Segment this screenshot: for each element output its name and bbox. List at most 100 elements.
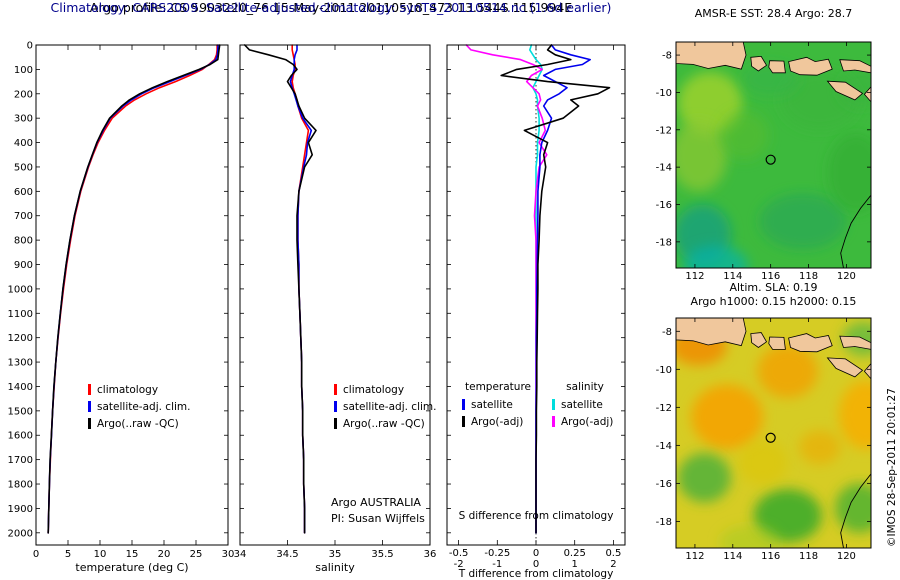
salinity-xlabel: salinity — [315, 561, 355, 574]
svg-text:1800: 1800 — [8, 480, 33, 491]
legend-label: satellite-adj. clim. — [97, 400, 191, 413]
svg-text:118: 118 — [799, 551, 818, 562]
legend-row-s-argo: Argo(-adj) — [552, 413, 613, 430]
legend-row-t-satellite: satellite — [462, 396, 523, 413]
diff-legend-temperature-col: satellite Argo(-adj) — [462, 396, 523, 430]
legend-row-argo: Argo(..raw -QC) — [334, 415, 436, 432]
svg-text:800: 800 — [14, 236, 33, 247]
svg-text:120: 120 — [837, 551, 856, 562]
legend-label: Argo(..raw -QC) — [343, 417, 425, 430]
svg-text:1900: 1900 — [8, 504, 33, 515]
legend-label: satellite — [561, 398, 603, 411]
svg-text:120: 120 — [837, 271, 856, 282]
svg-text:114: 114 — [723, 271, 742, 282]
legend-row-satellite-clim: satellite-adj. clim. — [88, 398, 190, 415]
svg-text:1400: 1400 — [8, 382, 33, 393]
svg-text:200: 200 — [14, 89, 33, 100]
t-argo-swatch — [462, 416, 465, 427]
svg-text:25: 25 — [190, 549, 203, 560]
svg-text:-2: -2 — [454, 559, 464, 570]
temperature-legend: climatology satellite-adj. clim. Argo(..… — [88, 381, 190, 432]
svg-text:116: 116 — [761, 551, 780, 562]
svg-text:600: 600 — [14, 187, 33, 198]
diff-legend-salinity-col: satellite Argo(-adj) — [552, 396, 613, 430]
svg-text:0: 0 — [533, 548, 539, 559]
svg-text:-8: -8 — [662, 327, 672, 338]
svg-text:1600: 1600 — [8, 431, 33, 442]
svg-text:-12: -12 — [656, 125, 672, 136]
legend-row-t-argo: Argo(-adj) — [462, 413, 523, 430]
diff-legend-salinity-header: salinity — [566, 381, 604, 393]
svg-text:2000: 2000 — [8, 528, 33, 539]
annotation-line1: Argo AUSTRALIA — [331, 496, 421, 509]
t-satellite-swatch — [462, 399, 465, 410]
svg-text:0.5: 0.5 — [605, 548, 621, 559]
svg-text:-1: -1 — [492, 559, 502, 570]
svg-text:300: 300 — [14, 114, 33, 125]
svg-text:-16: -16 — [656, 200, 672, 211]
svg-text:0: 0 — [533, 559, 539, 570]
sst-map-title: AMSR-E SST: 28.4 Argo: 28.7 — [694, 7, 853, 20]
svg-text:-8: -8 — [662, 51, 672, 62]
legend-label: Argo(-adj) — [561, 415, 614, 428]
svg-text:118: 118 — [799, 271, 818, 282]
s-argo-swatch — [552, 416, 555, 427]
legend-label: climatology — [343, 383, 405, 396]
climatology-swatch — [88, 384, 91, 395]
svg-text:36: 36 — [424, 549, 437, 560]
svg-text:34.5: 34.5 — [276, 549, 298, 560]
svg-text:700: 700 — [14, 211, 33, 222]
svg-text:10: 10 — [94, 549, 107, 560]
legend-row-climatology: climatology — [88, 381, 190, 398]
imos-credit: ©IMOS 28-Sep-2011 20:01:27 — [886, 388, 898, 547]
svg-text:-16: -16 — [656, 479, 672, 490]
svg-text:20: 20 — [158, 549, 171, 560]
legend-row-climatology: climatology — [334, 381, 436, 398]
sla-map-title-line2: Argo h1000: 0.15 h2000: 0.15 — [690, 295, 857, 308]
svg-text:-18: -18 — [656, 237, 672, 248]
svg-text:34: 34 — [234, 549, 247, 560]
svg-text:1200: 1200 — [8, 333, 33, 344]
svg-text:1100: 1100 — [8, 309, 33, 320]
svg-text:-18: -18 — [656, 517, 672, 528]
legend-label: Argo(..raw -QC) — [97, 417, 179, 430]
figure-title-line2: Climatology: CARS2009. Satellite-adjuste… — [50, 0, 612, 15]
svg-text:0: 0 — [33, 549, 39, 560]
sla-map-title-line1: Altim. SLA: 0.19 — [729, 281, 818, 294]
svg-text:-14: -14 — [656, 163, 672, 174]
svg-text:-10: -10 — [656, 365, 672, 376]
temperature-xlabel: temperature (deg C) — [75, 561, 189, 574]
svg-text:0: 0 — [27, 41, 33, 52]
annotation-line2: PI: Susan Wijffels — [331, 512, 425, 525]
argo-swatch — [334, 418, 337, 429]
svg-text:1300: 1300 — [8, 358, 33, 369]
svg-text:1: 1 — [572, 559, 578, 570]
svg-text:900: 900 — [14, 260, 33, 271]
argo-australia-annotation: Argo AUSTRALIA PI: Susan Wijffels — [331, 495, 425, 527]
legend-row-satellite-clim: satellite-adj. clim. — [334, 398, 436, 415]
svg-text:35.5: 35.5 — [371, 549, 393, 560]
svg-text:100: 100 — [14, 65, 33, 76]
satellite-clim-swatch — [88, 401, 91, 412]
svg-text:15: 15 — [126, 549, 139, 560]
satellite-clim-swatch — [334, 401, 337, 412]
svg-text:30: 30 — [222, 549, 235, 560]
svg-text:5: 5 — [65, 549, 71, 560]
sdiff-inner-label: S difference from climatology — [458, 510, 614, 522]
svg-text:500: 500 — [14, 162, 33, 173]
legend-label: Argo(-adj) — [471, 415, 524, 428]
svg-text:116: 116 — [761, 271, 780, 282]
svg-text:1500: 1500 — [8, 406, 33, 417]
svg-text:112: 112 — [685, 271, 704, 282]
svg-text:35: 35 — [329, 549, 342, 560]
argo-swatch — [88, 418, 91, 429]
svg-text:1000: 1000 — [8, 284, 33, 295]
legend-row-s-satellite: satellite — [552, 396, 613, 413]
svg-text:2: 2 — [610, 559, 616, 570]
svg-text:1700: 1700 — [8, 455, 33, 466]
figure-title-line1: Argo profile: CS 5903220_76 15-May-2011 … — [89, 0, 573, 15]
legend-label: satellite — [471, 398, 513, 411]
svg-text:400: 400 — [14, 138, 33, 149]
svg-text:-0.5: -0.5 — [449, 548, 469, 559]
